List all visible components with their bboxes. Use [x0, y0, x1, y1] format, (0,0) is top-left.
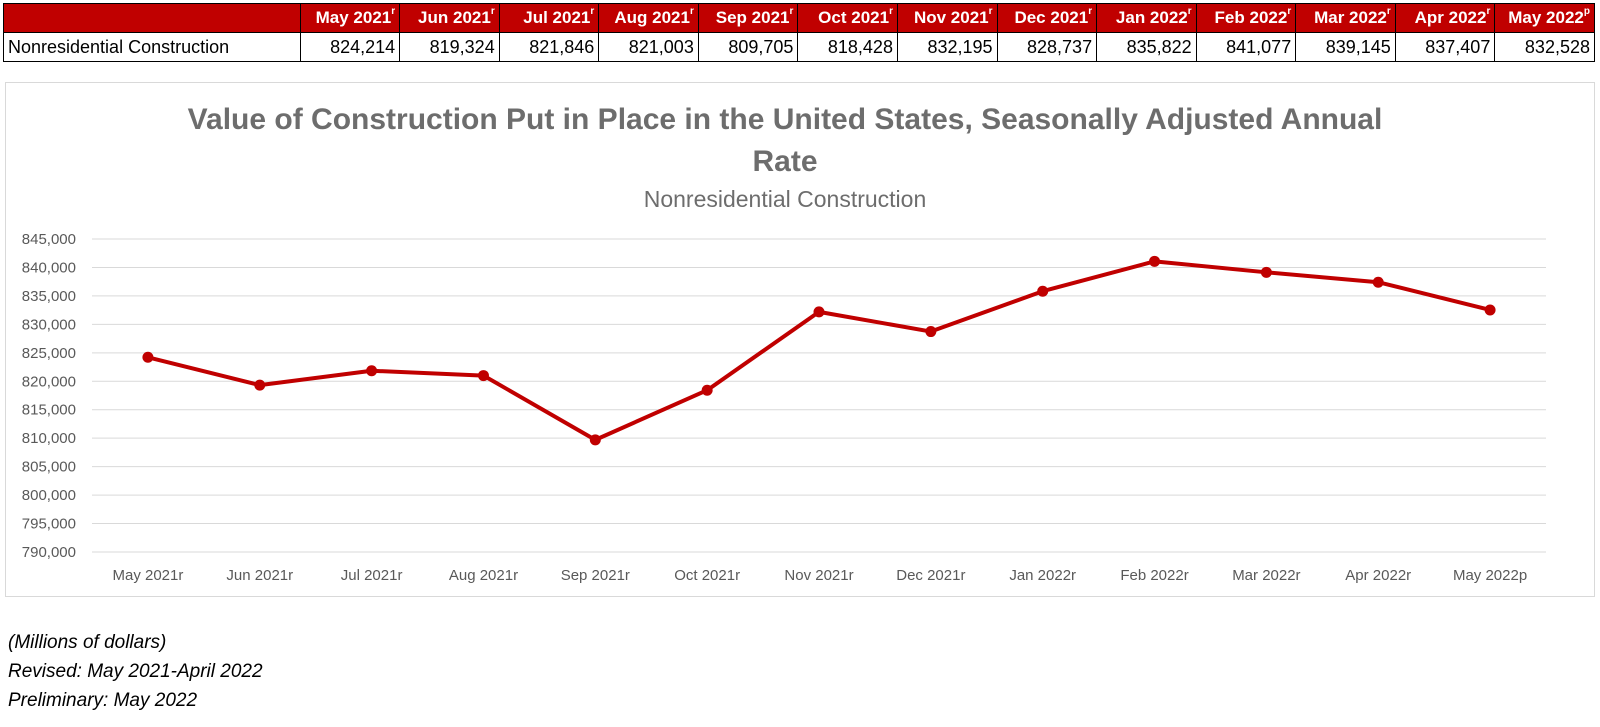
- column-header: Mar 2022r: [1295, 3, 1396, 33]
- table-header-row: May 2021r Jun 2021r Jul 2021r Aug 2021r Sep …: [3, 3, 1595, 33]
- x-tick-label: Aug 2021r: [449, 567, 518, 584]
- table-cell: 835,822: [1096, 32, 1197, 62]
- notes: (Millions of dollars) Revised: May 2021-…: [8, 628, 263, 715]
- column-header: Feb 2022r: [1195, 3, 1297, 33]
- data-point: [701, 384, 713, 396]
- x-tick-label: Apr 2022r: [1345, 567, 1411, 584]
- data-point: [1484, 304, 1496, 316]
- x-tick-label: Feb 2022r: [1120, 567, 1188, 584]
- y-tick-label: 795,000: [22, 516, 76, 533]
- table-row: Nonresidential Construction 824,214 819,3…: [3, 32, 1595, 62]
- preliminary-note: Preliminary: May 2022: [8, 690, 198, 711]
- y-tick-label: 800,000: [22, 487, 76, 504]
- column-header: Aug 2021r: [598, 3, 699, 33]
- column-header: May 2022p: [1494, 3, 1595, 33]
- line-chart: Value of Construction Put in Place in th…: [22, 103, 1546, 584]
- x-tick-label: May 2021r: [112, 567, 183, 584]
- y-tick-label: 830,000: [22, 316, 76, 333]
- x-tick-label: Jul 2021r: [341, 567, 403, 584]
- column-header: Sep 2021r: [697, 3, 799, 33]
- table-cell: 821,846: [498, 32, 600, 62]
- revised-note: Revised: May 2021-April 2022: [8, 661, 263, 682]
- chart-title: Value of Construction Put in Place in th…: [188, 103, 1383, 178]
- chart-subtitle: Nonresidential Construction: [644, 186, 927, 212]
- data-point: [1372, 276, 1384, 288]
- table-corner-cell: [3, 3, 301, 33]
- data-point: [925, 326, 937, 338]
- column-header: Jul 2021r: [498, 3, 600, 33]
- column-header: Jan 2022r: [1096, 3, 1197, 33]
- chart-container: Value of Construction Put in Place in th…: [5, 82, 1595, 597]
- x-tick-label: Sep 2021r: [561, 567, 630, 584]
- column-header: Jun 2021r: [399, 3, 500, 33]
- x-tick-label: Jan 2022r: [1009, 567, 1076, 584]
- x-tick-label: Mar 2022r: [1232, 567, 1300, 584]
- table-cell: 818,428: [797, 32, 898, 62]
- series-line: [147, 259, 1491, 442]
- table-cell: 824,214: [299, 32, 401, 62]
- x-tick-label: Oct 2021r: [674, 567, 740, 584]
- column-header: Apr 2022r: [1394, 3, 1496, 33]
- y-tick-label: 845,000: [22, 231, 76, 248]
- x-tick-label: Jun 2021r: [226, 567, 293, 584]
- data-point: [589, 434, 601, 446]
- x-tick-label: Dec 2021r: [896, 567, 965, 584]
- data-table: May 2021r Jun 2021r Jul 2021r Aug 2021r Sep …: [3, 3, 1595, 62]
- table-cell: 821,003: [598, 32, 699, 62]
- y-tick-label: 825,000: [22, 345, 76, 362]
- column-header: Dec 2021r: [996, 3, 1098, 33]
- data-point: [1260, 266, 1272, 278]
- table-cell: 819,324: [399, 32, 500, 62]
- table-cell: 832,195: [896, 32, 998, 62]
- column-header: May 2021r: [299, 3, 401, 33]
- table-cell: 828,737: [996, 32, 1098, 62]
- table-cell: 841,077: [1195, 32, 1297, 62]
- y-tick-label: 790,000: [22, 544, 76, 561]
- x-tick-label: Nov 2021r: [784, 567, 853, 584]
- y-tick-label: 815,000: [22, 402, 76, 419]
- data-point: [1037, 285, 1049, 297]
- table-cell: 837,407: [1394, 32, 1496, 62]
- data-point: [366, 365, 378, 377]
- units-note: (Millions of dollars): [8, 632, 167, 653]
- x-tick-label: May 2022p: [1453, 567, 1527, 584]
- y-tick-label: 835,000: [22, 288, 76, 305]
- table-cell: 839,145: [1295, 32, 1396, 62]
- y-tick-label: 820,000: [22, 373, 76, 390]
- data-point: [477, 370, 489, 382]
- y-tick-label: 840,000: [22, 259, 76, 276]
- table-cell: 809,705: [697, 32, 799, 62]
- row-label: Nonresidential Construction: [3, 32, 301, 62]
- data-point: [142, 351, 154, 363]
- y-tick-label: 810,000: [22, 430, 76, 447]
- column-header: Oct 2021r: [797, 3, 898, 33]
- column-header: Nov 2021r: [896, 3, 998, 33]
- data-point: [254, 379, 266, 391]
- data-point: [813, 306, 825, 318]
- y-tick-label: 805,000: [22, 459, 76, 476]
- table-cell: 832,528: [1494, 32, 1595, 62]
- data-point: [1149, 255, 1161, 267]
